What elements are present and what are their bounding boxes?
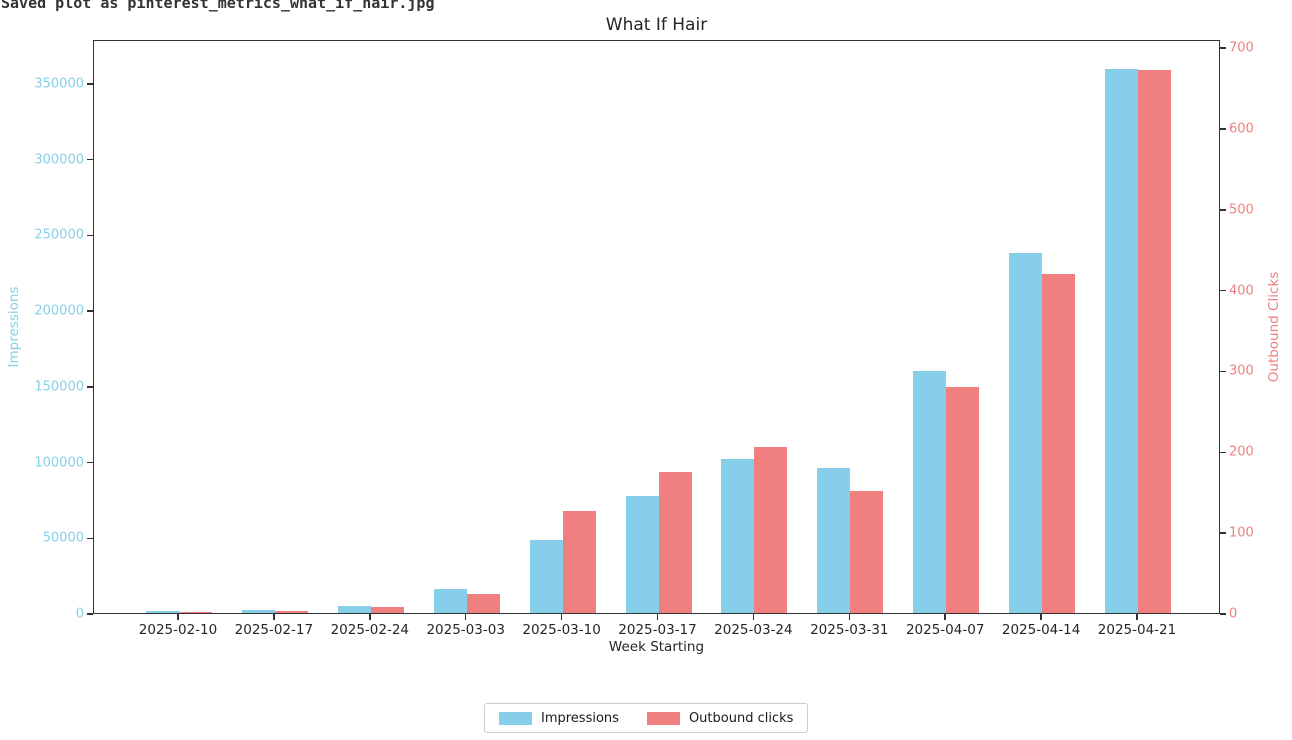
tick-mark bbox=[1220, 47, 1226, 49]
bar-impressions-2025-03-03 bbox=[433, 589, 467, 613]
bar-outbound-clicks-2025-02-17 bbox=[274, 611, 308, 613]
tick-mark bbox=[87, 234, 93, 237]
right-tick-label: 0 bbox=[1229, 606, 1238, 622]
bar-outbound-clicks-2025-02-10 bbox=[179, 612, 212, 613]
x-tick-label: 2025-02-17 bbox=[234, 622, 314, 638]
chart-title: What If Hair bbox=[605, 15, 708, 35]
x-tick-label: 2025-02-24 bbox=[330, 622, 410, 638]
right-tick-label: 700 bbox=[1229, 40, 1254, 56]
tick-mark bbox=[1220, 613, 1226, 615]
x-tick-label: 2025-02-10 bbox=[138, 622, 218, 638]
legend-item-outbound-clicks: Outbound clicks bbox=[646, 710, 794, 726]
legend-item-impressions: Impressions bbox=[499, 711, 619, 726]
tick-mark bbox=[87, 613, 93, 615]
x-tick-label: 2025-03-03 bbox=[426, 622, 505, 638]
left-tick-label: 200000 bbox=[34, 303, 84, 319]
tick-mark bbox=[1220, 289, 1226, 292]
left-axis-label: Impressions bbox=[6, 286, 22, 368]
x-tick-label: 2025-04-21 bbox=[1097, 622, 1177, 638]
left-tick-label: 50000 bbox=[42, 530, 84, 546]
bar-outbound-clicks-2025-03-31 bbox=[850, 491, 884, 613]
bar-outbound-clicks-2025-03-24 bbox=[754, 447, 788, 613]
left-tick-label: 300000 bbox=[34, 152, 84, 168]
tick-mark bbox=[87, 461, 93, 464]
x-tick-label: 2025-03-17 bbox=[618, 622, 697, 638]
tick-mark bbox=[87, 386, 93, 388]
left-tick-label: 350000 bbox=[34, 76, 84, 92]
bar-impressions-2025-02-10 bbox=[146, 611, 179, 613]
bar-impressions-2025-04-14 bbox=[1009, 253, 1043, 613]
bar-outbound-clicks-2025-03-10 bbox=[562, 511, 596, 613]
left-tick-label: 150000 bbox=[34, 379, 84, 395]
right-tick-label: 200 bbox=[1229, 444, 1254, 460]
x-tick-label: 2025-03-10 bbox=[522, 622, 601, 638]
tick-mark bbox=[560, 614, 563, 620]
right-tick-label: 100 bbox=[1229, 525, 1254, 541]
right-tick-label: 600 bbox=[1229, 121, 1254, 137]
x-tick-label: 2025-04-14 bbox=[1001, 622, 1081, 638]
bar-outbound-clicks-2025-03-03 bbox=[466, 594, 500, 613]
bar-outbound-clicks-2025-04-14 bbox=[1042, 274, 1076, 613]
bar-impressions-2025-03-10 bbox=[529, 540, 563, 613]
tick-mark bbox=[752, 614, 755, 620]
tick-mark bbox=[87, 158, 93, 161]
tick-mark bbox=[87, 537, 93, 540]
tick-mark bbox=[464, 614, 467, 620]
bar-outbound-clicks-2025-04-21 bbox=[1138, 70, 1171, 613]
bar-outbound-clicks-2025-03-17 bbox=[658, 472, 692, 613]
bar-outbound-clicks-2025-04-07 bbox=[946, 387, 980, 613]
x-axis-label: Week Starting bbox=[608, 639, 705, 655]
terminal-output-line: Saved plot as pinterest_metrics_what_if_… bbox=[1, 0, 435, 12]
tick-mark bbox=[944, 614, 946, 620]
tick-mark bbox=[1220, 370, 1226, 373]
tick-mark bbox=[1220, 128, 1226, 130]
tick-mark bbox=[87, 83, 93, 85]
left-tick-label: 100000 bbox=[34, 455, 84, 471]
bar-impressions-2025-03-17 bbox=[625, 496, 659, 613]
bar-impressions-2025-04-07 bbox=[913, 371, 947, 613]
tick-mark bbox=[1220, 532, 1226, 534]
legend-label: Outbound clicks bbox=[688, 710, 794, 726]
right-tick-label: 400 bbox=[1229, 283, 1254, 299]
left-tick-label: 250000 bbox=[34, 227, 84, 243]
bar-impressions-2025-03-24 bbox=[721, 459, 755, 613]
bar-impressions-2025-04-21 bbox=[1105, 69, 1138, 613]
bar-impressions-2025-03-31 bbox=[817, 468, 851, 613]
legend-swatch-icon bbox=[646, 711, 680, 725]
tick-mark bbox=[1040, 614, 1042, 620]
legend-swatch-icon bbox=[499, 711, 532, 725]
tick-mark bbox=[369, 614, 371, 620]
right-tick-label: 500 bbox=[1229, 202, 1254, 218]
legend-label: Impressions bbox=[541, 710, 619, 726]
x-tick-label: 2025-03-31 bbox=[810, 622, 889, 638]
plot-area bbox=[93, 40, 1220, 614]
tick-mark bbox=[87, 310, 93, 312]
legend: Impressions Outbound clicks bbox=[484, 703, 809, 733]
bar-impressions-2025-02-17 bbox=[241, 610, 275, 613]
bar-outbound-clicks-2025-02-24 bbox=[370, 607, 404, 613]
tick-mark bbox=[1136, 614, 1138, 620]
right-tick-label: 300 bbox=[1229, 363, 1254, 379]
x-tick-label: 2025-04-07 bbox=[905, 622, 985, 638]
tick-mark bbox=[273, 614, 275, 620]
tick-mark bbox=[177, 614, 179, 620]
tick-mark bbox=[1220, 451, 1226, 454]
bar-impressions-2025-02-24 bbox=[337, 606, 371, 613]
tick-mark bbox=[848, 614, 851, 620]
x-tick-label: 2025-03-24 bbox=[714, 622, 793, 638]
tick-mark bbox=[1220, 209, 1226, 211]
tick-mark bbox=[656, 614, 659, 620]
left-tick-label: 0 bbox=[75, 606, 84, 622]
